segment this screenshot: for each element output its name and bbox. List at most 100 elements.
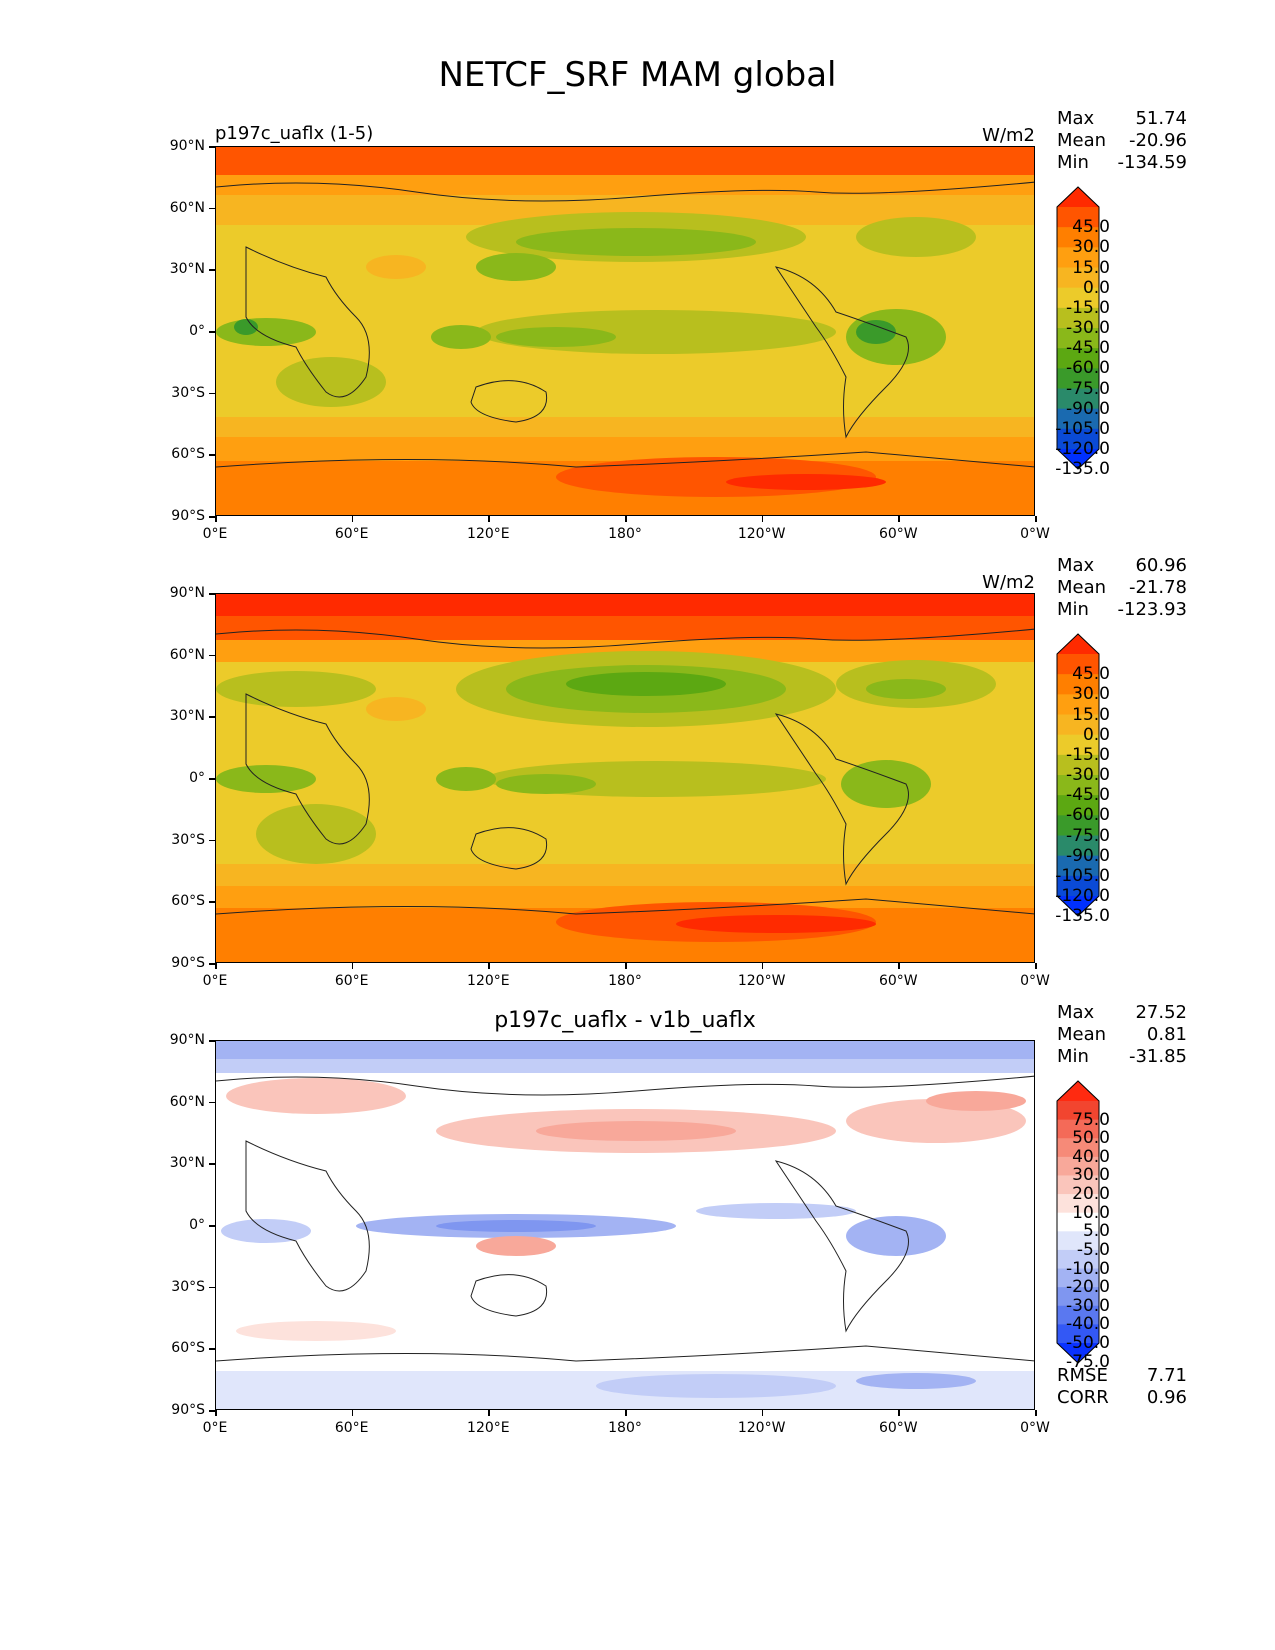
map-field: [216, 147, 1034, 515]
colorbar-segment: [1057, 1194, 1099, 1214]
colorbar-segment: [1057, 775, 1099, 796]
x-tick-label: 180°: [608, 973, 642, 989]
colorbar-segment: [1057, 1175, 1099, 1195]
x-tick-mark: [351, 963, 354, 969]
y-tick-mark: [209, 716, 215, 718]
colorbar-segment: [1057, 674, 1099, 695]
y-tick-mark: [209, 331, 215, 333]
colorbar-segment: [1057, 1101, 1099, 1121]
mean-value: -21.78: [1128, 577, 1187, 598]
colorbar-tick-label: -60.0: [1066, 805, 1110, 826]
colorbar-tick-label: 45.0: [1072, 664, 1110, 685]
x-tick-label: 120°E: [467, 1420, 510, 1436]
rmse-label: RMSE: [1057, 1365, 1108, 1386]
colorbar-segment: [1057, 694, 1099, 715]
y-tick-label: 30°S: [171, 1278, 205, 1295]
colorbar-tick-label: -40.0: [1066, 1314, 1110, 1335]
x-tick-label: 60°W: [878, 973, 918, 989]
y-tick-label: 90°S: [171, 1402, 205, 1418]
colorbar-segment: [1057, 815, 1099, 836]
x-tick-mark: [898, 516, 900, 522]
y-tick-mark: [209, 269, 215, 271]
colorbar-segment: [1057, 835, 1099, 857]
x-tick-label: 0°E: [202, 526, 228, 542]
y-tick-mark: [209, 207, 215, 210]
x-tick-label: 60°E: [334, 973, 369, 989]
colorbar-tick-label: -30.0: [1066, 318, 1110, 338]
colorbar-tick-label: 10.0: [1072, 1202, 1110, 1223]
y-tick-label: 60°S: [171, 893, 205, 910]
colorbar-tick-label: 5.0: [1082, 1221, 1110, 1242]
map-plot: [215, 1040, 1035, 1410]
x-tick-label: 60°W: [878, 526, 918, 542]
x-tick-label: 120°W: [737, 1420, 786, 1436]
colorbar-extend-min: [1057, 1343, 1099, 1363]
colorbar: [1056, 633, 1100, 917]
x-tick-label: 0°E: [202, 1420, 228, 1436]
x-tick-mark: [488, 963, 490, 969]
colorbar-tick-label: 30.0: [1072, 1165, 1110, 1186]
y-tick-label: 60°N: [169, 1093, 205, 1110]
x-tick-label: 0°W: [1020, 526, 1050, 542]
x-tick-mark: [1035, 1410, 1037, 1416]
x-tick-mark: [1035, 963, 1037, 969]
min-value: -134.59: [1117, 152, 1187, 173]
x-tick-label: 0°E: [202, 973, 228, 989]
x-tick-mark: [488, 1410, 490, 1416]
y-tick-mark: [209, 516, 215, 518]
colorbar-tick-label: -90.0: [1066, 845, 1110, 866]
colorbar-segment: [1057, 714, 1099, 736]
x-tick-label: 60°W: [878, 1420, 918, 1436]
colorbar-tick-label: -120.0: [1055, 439, 1110, 459]
mean-label: Mean: [1057, 577, 1107, 598]
colorbar-segment: [1057, 875, 1099, 897]
x-tick-mark: [1035, 516, 1037, 522]
y-tick-mark: [209, 392, 215, 395]
colorbar-segment: [1057, 1287, 1099, 1307]
colorbar-segment: [1057, 1268, 1099, 1288]
y-tick-label: 90°N: [169, 585, 205, 601]
x-tick-label: 180°: [608, 526, 642, 542]
x-tick-mark: [215, 516, 217, 522]
mean-value: -20.96: [1128, 130, 1187, 151]
colorbar: [1056, 1080, 1100, 1364]
y-tick-label: 60°N: [169, 646, 205, 663]
colorbar-segment: [1057, 1249, 1099, 1270]
y-tick-label: 90°S: [171, 508, 205, 524]
colorbar-tick-label: 45.0: [1072, 217, 1110, 238]
mean-label: Mean: [1057, 130, 1107, 151]
colorbar-outline: [1056, 186, 1100, 470]
units-label: W/m2: [982, 572, 1035, 593]
colorbar-segment: [1057, 754, 1099, 776]
x-tick-label: 120°W: [737, 973, 786, 989]
y-tick-mark: [209, 593, 215, 595]
colorbar-segment: [1057, 855, 1099, 877]
y-tick-mark: [209, 901, 215, 903]
colorbar-segment: [1057, 654, 1099, 675]
colorbar-tick-label: -105.0: [1055, 865, 1110, 886]
map-panel-2: W/m2 Max 60.96 Mean -21.78 Min -123.93: [0, 555, 1275, 990]
colorbar-segment: [1057, 795, 1099, 816]
colorbar-tick-label: -15.0: [1066, 744, 1110, 765]
colorbar: [1056, 186, 1100, 470]
y-tick-mark: [209, 654, 215, 657]
y-tick-mark: [209, 454, 215, 456]
colorbar-segment: [1057, 388, 1099, 410]
map-field: [216, 1041, 1034, 1409]
x-tick-label: 120°W: [737, 526, 786, 542]
colorbar-tick-label: -75.0: [1066, 378, 1110, 399]
colorbar-segment: [1057, 408, 1099, 430]
colorbar-segment: [1057, 1119, 1099, 1139]
y-tick-label: 90°N: [169, 1032, 205, 1048]
stats-block: Max 60.96 Mean -21.78 Min -123.93: [1057, 555, 1187, 621]
x-tick-mark: [625, 516, 627, 522]
mean-value: 0.81: [1146, 1024, 1187, 1045]
y-tick-mark: [209, 839, 215, 842]
x-tick-mark: [898, 963, 900, 969]
map-plot: [215, 146, 1035, 516]
x-tick-label: 0°W: [1020, 973, 1050, 989]
y-tick-label: 30°S: [171, 831, 205, 848]
y-tick-label: 60°S: [171, 446, 205, 463]
colorbar-tick-label: -135.0: [1055, 459, 1110, 480]
colorbar-segment: [1057, 734, 1099, 756]
